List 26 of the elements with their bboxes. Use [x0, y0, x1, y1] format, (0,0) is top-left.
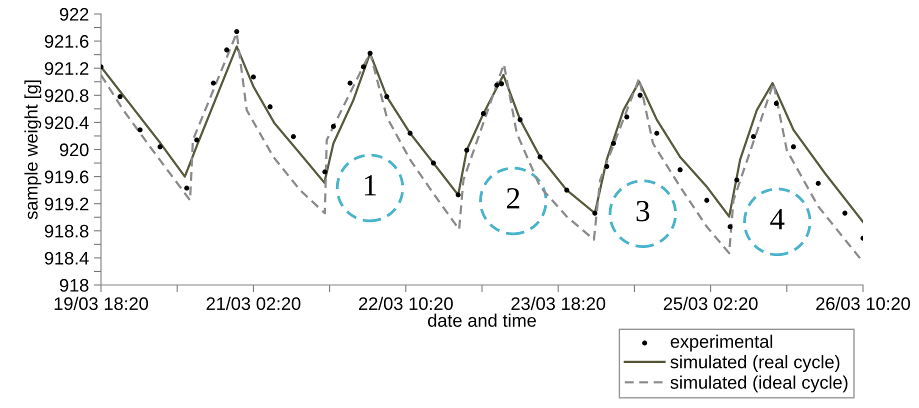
- x-tick-label: 23/03 18:20: [511, 296, 606, 310]
- y-tick-label: 922: [60, 8, 88, 21]
- x-tick-label: 22/03 10:20: [359, 296, 453, 310]
- legend-label: experimental: [670, 334, 772, 352]
- x-tick-label: 21/03 02:20: [206, 296, 300, 310]
- x-axis-title: date and time: [428, 314, 536, 327]
- y-tick-label: 921.2: [44, 62, 88, 75]
- legend-label: simulated (ideal cycle): [670, 376, 848, 392]
- y-tick-label: 920.8: [44, 89, 88, 102]
- y-tick-label: 918.8: [44, 224, 88, 238]
- x-tick-label: 26/03 10:20: [816, 296, 910, 310]
- y-tick-label: 919.6: [44, 170, 88, 184]
- legend-label: simulated (real cycle): [670, 355, 840, 372]
- y-tick-label: 918.4: [44, 252, 89, 265]
- x-tick-label: 25/03 02:20: [664, 296, 758, 310]
- annotation: 3: [636, 200, 650, 222]
- annotation: 2: [506, 188, 520, 208]
- y-tick-label: 920.4: [44, 116, 89, 130]
- y-tick-label: 919.2: [44, 198, 88, 210]
- annotation: 4: [770, 209, 784, 230]
- x-tick-label: 19/03 18:20: [54, 296, 148, 310]
- annotation: 1: [365, 175, 376, 196]
- y-tick-label: 920: [60, 143, 88, 156]
- y-tick-label: 918: [60, 278, 88, 292]
- y-axis-title: sample weight [g]: [24, 80, 42, 220]
- y-tick-label: 921.6: [44, 35, 88, 48]
